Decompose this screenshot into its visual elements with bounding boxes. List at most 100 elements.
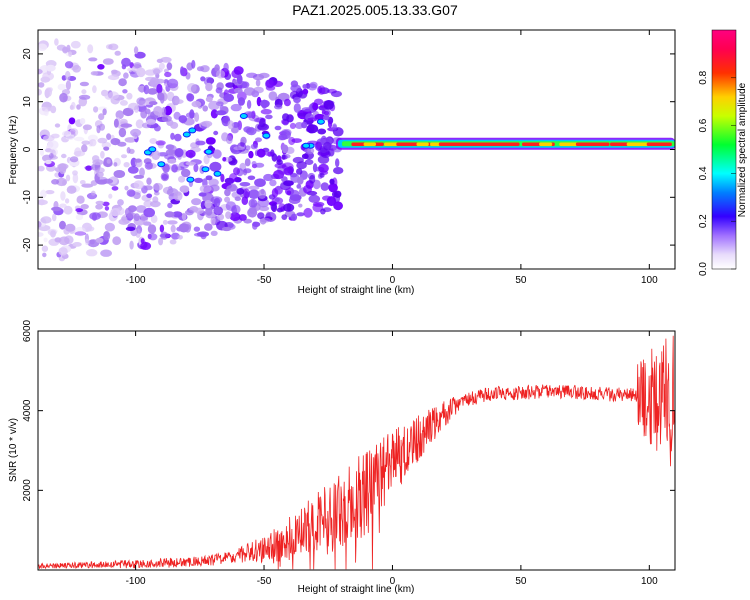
spectrogram-blob: [126, 92, 133, 100]
spectrogram-blob: [153, 106, 163, 116]
spectrogram-blob: [247, 207, 258, 218]
spectrogram-blob: [209, 161, 222, 172]
spectrogram-blob: [51, 179, 60, 185]
spectrogram-blob: [292, 156, 304, 164]
spectrogram-blob: [81, 140, 91, 145]
spectrogram-blob: [202, 105, 208, 112]
spectrogram-blob: [102, 108, 107, 116]
spectrogram-blob: [133, 180, 144, 190]
spectrogram-blob: [149, 200, 161, 208]
spectrogram-blob: [224, 196, 231, 203]
spectrogram-blob: [309, 174, 316, 184]
snr-frame: [37, 330, 676, 571]
spectrogram-blob: [205, 96, 213, 103]
spectrogram-blob: [167, 78, 179, 89]
spectrogram-line-peak: [499, 142, 520, 146]
spectrogram-blob: [241, 81, 250, 89]
spectrogram-hotspot: [239, 113, 248, 119]
spectrogram-blob: [148, 233, 158, 241]
spectrogram-blob: [89, 239, 95, 245]
spectrogram-blob: [88, 57, 98, 62]
spectrogram-blob: [95, 204, 103, 210]
spectrogram-blob: [169, 239, 177, 245]
spectrogram-blob: [178, 223, 189, 233]
spectrogram-blob: [54, 38, 59, 46]
spectrogram-blob: [45, 190, 55, 195]
spectrogram-blob: [128, 102, 139, 111]
spectrogram-blob: [81, 144, 88, 153]
spectrogram-blob: [74, 226, 86, 237]
y-tick-label: -10: [22, 190, 33, 205]
spectrogram-hotspot: [157, 161, 166, 168]
spectrogram-blob: [193, 232, 206, 237]
spectrogram-blob: [79, 180, 86, 185]
spectrogram-blob: [243, 188, 250, 199]
spectrogram-blob: [93, 106, 99, 113]
spectrogram-blob: [153, 191, 160, 196]
spectrogram-blob: [147, 224, 157, 234]
spectrogram-blob: [229, 173, 238, 183]
spectrogram-blob: [225, 135, 233, 145]
spectrogram-blob: [233, 66, 244, 75]
spectrogram-blob: [213, 130, 219, 136]
spectrogram-blob: [244, 158, 251, 167]
spectrogram-blob: [198, 192, 207, 197]
spectrogram-blob: [164, 211, 175, 218]
spectrogram-blob: [168, 149, 174, 156]
spectrogram-blob: [214, 64, 220, 72]
x-tick-label: -100: [126, 576, 146, 587]
spectrogram-blob: [167, 158, 177, 164]
spectrogram-blob: [317, 128, 327, 135]
spectrogram-blob: [174, 148, 184, 158]
x-tick-label: -50: [257, 275, 272, 286]
spectrogram-blob: [174, 99, 184, 104]
x-tick-label: 100: [641, 576, 658, 587]
spectrogram-line-peak: [646, 142, 665, 146]
spectrogram-y-axis-label: Frequency (Hz): [8, 116, 19, 185]
spectrogram-blob: [64, 70, 71, 81]
spectrogram-blob: [271, 202, 278, 213]
spectrogram-blob: [281, 130, 291, 140]
spectrogram-blob: [42, 252, 47, 258]
spectrogram-blob: [143, 200, 153, 208]
spectrogram-blob: [111, 186, 119, 191]
snr-panel: -100 -50 0 50 100 2000 4000 6000 Height of str…: [8, 319, 676, 595]
spectrogram-blob: [58, 236, 70, 246]
spectrogram-blob: [92, 85, 97, 94]
spectrogram-blob: [283, 98, 291, 107]
spectrogram-blob: [160, 56, 172, 63]
y-tick-label: 20: [22, 48, 33, 60]
spectrogram-blob: [38, 232, 44, 237]
spectrogram-blob: [127, 166, 139, 174]
spectrogram-blob: [315, 141, 322, 150]
spectrogram-blob: [223, 62, 229, 72]
spectrogram-line-peak: [539, 142, 553, 146]
spectrogram-blob: [248, 189, 260, 199]
spectrogram-blob: [72, 173, 79, 184]
spectrogram-blob: [281, 154, 286, 160]
spectrogram-blob: [41, 106, 52, 112]
spectrogram-blob: [233, 146, 245, 151]
colorbar-ticks: 0.0 0.2 0.4 0.6 0.8: [698, 70, 736, 276]
spectrogram-line-peak: [489, 142, 501, 146]
spectrogram-blob: [323, 111, 330, 116]
spectrogram-blob: [296, 176, 304, 185]
x-tick-label: 0: [390, 576, 396, 587]
spectrogram-blob: [134, 158, 142, 163]
spectrogram-blob: [58, 247, 68, 256]
spectrogram-blob: [296, 212, 305, 217]
spectrogram-blob: [205, 206, 213, 216]
colorbar-tick-label: 0.4: [698, 166, 709, 180]
spectrogram-blob: [329, 178, 335, 185]
spectrogram-hotspot: [201, 166, 210, 173]
spectrogram-blob: [130, 128, 142, 137]
spectrogram-blob: [147, 88, 158, 95]
spectrogram-blob: [66, 185, 77, 194]
spectrogram-blob: [65, 80, 71, 90]
spectrogram-blob: [330, 90, 343, 98]
spectrogram-blob: [38, 82, 45, 88]
spectrogram-blob: [89, 139, 97, 147]
spectrogram-blob: [170, 132, 175, 140]
spectrogram-blob: [135, 119, 144, 129]
spectrogram-blob: [59, 92, 68, 103]
